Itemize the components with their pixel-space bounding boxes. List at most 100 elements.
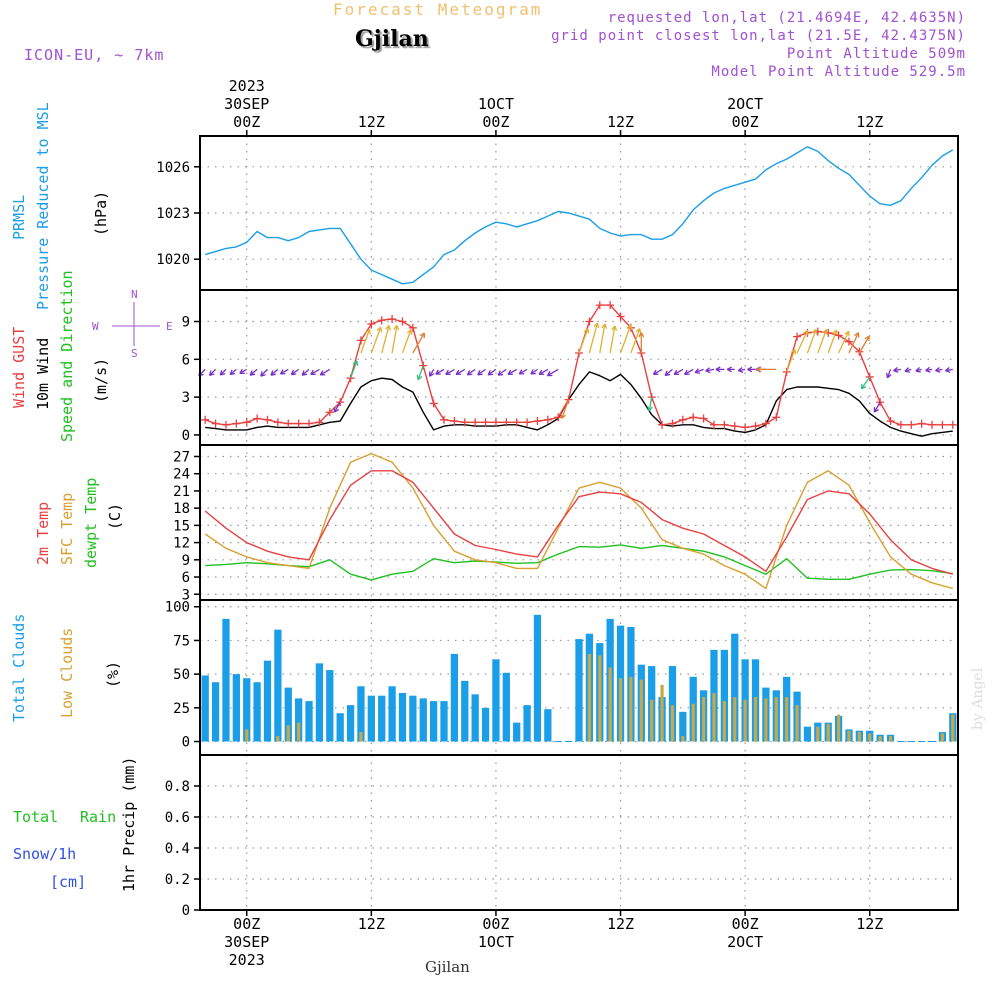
wind-arrow (705, 368, 715, 372)
gust-marker (658, 420, 667, 429)
wind-arrow-head (477, 370, 483, 376)
sfc-temp-line (204, 452, 953, 590)
wind-arrow (270, 368, 279, 376)
total-cloud-bar (938, 732, 947, 742)
wind-arrow (518, 368, 528, 375)
y-tick-label: 24 (173, 467, 190, 483)
gust-marker (626, 323, 635, 332)
total-cloud-bar (305, 701, 313, 742)
wind-arrow (786, 349, 796, 373)
wind-arrow-head (229, 369, 236, 376)
wind-arrow (561, 399, 570, 419)
wind-arrow-head (198, 370, 204, 377)
compass-n: N (131, 288, 138, 301)
wind-arrow (827, 329, 838, 354)
gust-marker (855, 347, 864, 356)
gust-marker (564, 395, 573, 404)
wind-arrow-head (319, 370, 326, 376)
gust-marker (263, 415, 272, 424)
wind-arrow (429, 369, 435, 377)
panel-frame (199, 289, 959, 446)
y-tick-label: 25 (173, 701, 190, 717)
wind-arrow-head (428, 371, 435, 377)
gust-marker (928, 420, 937, 429)
wind-arrow (445, 368, 455, 375)
wind-arrow-head (915, 367, 921, 373)
total-cloud-bar (336, 713, 344, 742)
low-cloud-bar (608, 667, 612, 742)
y-tick-label: 21 (173, 484, 190, 500)
wind-arrow (239, 368, 248, 374)
point-altitude: Point Altitude 509m (786, 46, 966, 62)
wind-arrow (401, 329, 412, 354)
wind-arrow-head (886, 372, 892, 379)
y-tick-label: 6 (182, 352, 190, 368)
low-cloud-bar (297, 722, 301, 742)
total-cloud-bar (886, 734, 895, 742)
gust-marker (720, 420, 729, 429)
x-tick-label-top: 00Z (233, 113, 260, 131)
x-tick-label-top: 00Z (732, 113, 759, 131)
total-cloud-bar (575, 639, 583, 742)
gust-marker (471, 418, 480, 427)
low-cloud-bar (764, 698, 768, 742)
gust-marker (709, 420, 718, 429)
gust-marker (232, 419, 241, 428)
gust-marker (938, 420, 947, 429)
wind-arrow-head (583, 328, 590, 334)
gust-marker (523, 418, 532, 427)
gust-marker (294, 419, 303, 428)
total-cloud-bar (762, 687, 770, 742)
y-tick-label: 1020 (156, 252, 190, 268)
temp-unit-label: (C) (106, 502, 124, 530)
low-cloud-bar (868, 733, 872, 742)
x-tick-label-top: 2OCT (727, 95, 763, 113)
wind-arrow (412, 332, 425, 354)
y-tick-label: 0.8 (165, 779, 190, 795)
low-cloud-bar (587, 653, 591, 742)
total-cloud-bar (949, 713, 957, 742)
gust-marker (388, 314, 397, 323)
gust-marker (440, 415, 449, 424)
wind-arrow (886, 369, 892, 379)
wind-arrow (301, 368, 310, 376)
y-tick-label: 1026 (156, 160, 190, 176)
total-cloud-bar (419, 698, 427, 742)
low-cloud-bar (753, 697, 758, 742)
gust-marker (429, 399, 438, 408)
wind-arrow (873, 401, 881, 413)
wind-arrow-head (279, 369, 286, 375)
wind-arrow (290, 368, 300, 376)
total-cloud-bar (450, 653, 459, 742)
wind-arrow (738, 368, 746, 372)
wind-arrow-head (301, 370, 308, 376)
x-tick-label-bottom: 00Z (732, 915, 759, 933)
wind-arrow-head (647, 405, 653, 412)
gust-marker (876, 398, 885, 407)
panel-frame (199, 444, 959, 601)
gust-marker (512, 418, 521, 427)
wind-arrow-head (593, 322, 600, 329)
compass-icon: N S W E (92, 288, 173, 360)
gust-marker (813, 327, 822, 336)
wind-arrow-head (832, 329, 838, 336)
gust-marker (741, 423, 750, 432)
total-cloud-bar (222, 618, 230, 742)
wind-arrow (694, 368, 704, 374)
wind-arrow (837, 330, 850, 354)
wind-arrow (260, 368, 268, 377)
wind-arrow-head (416, 374, 423, 381)
y-tick-label: 75 (173, 633, 190, 649)
gust-marker (554, 413, 563, 422)
total-cloud-bar (232, 674, 240, 742)
low-cloud-bar (722, 701, 726, 742)
gust-marker (844, 337, 853, 346)
x-tick-label-bottom: 12Z (607, 915, 634, 933)
wind-arrow-head (626, 324, 633, 330)
wind-arrow-head (560, 413, 566, 419)
pressure-unit-label: (hPa) (92, 190, 110, 236)
gust-marker (886, 417, 895, 426)
x-tick-label-bottom: 00Z (233, 915, 260, 933)
wind-arrow (588, 322, 599, 354)
wind-arrow (349, 360, 358, 379)
